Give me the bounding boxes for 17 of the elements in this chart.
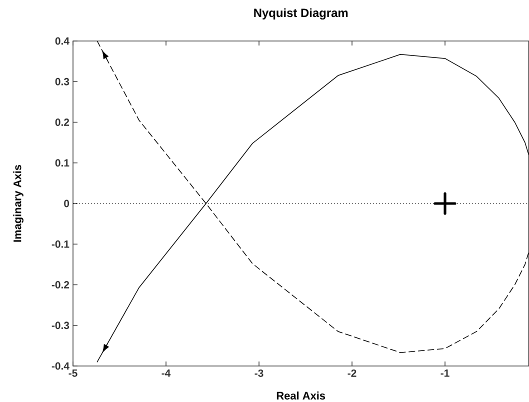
chart-title: Nyquist Diagram	[254, 8, 348, 20]
x-tick-label: -1	[440, 370, 450, 377]
x-tick-label: -5	[68, 370, 78, 377]
y-tick-label: -0.4	[52, 362, 70, 370]
x-axis-title: Real Axis	[276, 392, 326, 400]
y-tick-label: -0.3	[52, 322, 70, 330]
y-tick-label: 0.2	[55, 118, 70, 126]
y-tick-label: 0	[64, 200, 70, 208]
y-tick-label: 0.3	[55, 78, 70, 86]
x-tick-label: -3	[254, 370, 264, 377]
x-tick-label: -4	[162, 370, 171, 377]
y-tick-label: 0.1	[55, 159, 70, 167]
x-tick-label: -2	[348, 370, 356, 377]
y-tick-label: -0.1	[52, 240, 70, 248]
y-tick-label: 0.4	[55, 37, 70, 45]
y-axis-title: Imaginary Axis	[13, 164, 24, 242]
y-tick-label: -0.2	[52, 281, 70, 288]
